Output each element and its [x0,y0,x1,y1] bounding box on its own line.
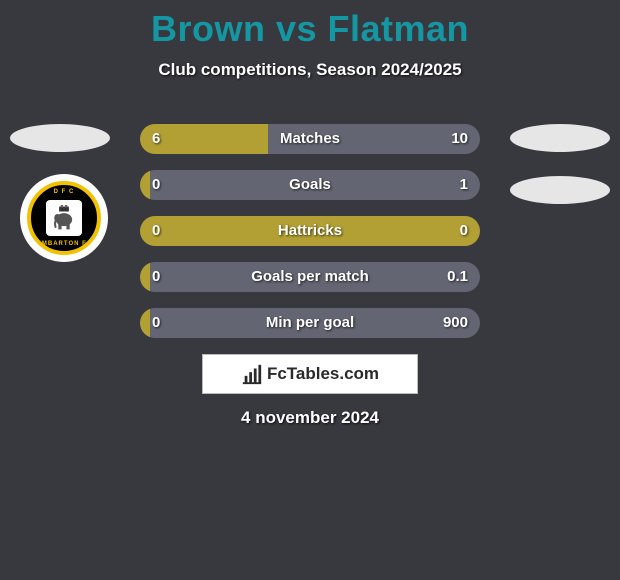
club-badge-inner: D F C DUMBARTON F.C. [27,181,101,255]
source-logo-box: FcTables.com [202,354,418,394]
comparison-card: Brown vs Flatman Club competitions, Seas… [0,0,620,580]
elephant-icon [51,205,77,231]
subtitle: Club competitions, Season 2024/2025 [0,60,620,80]
stat-label: Goals [140,170,480,200]
player-left-placeholder-1 [10,124,110,152]
stat-row: 01Goals [140,170,480,200]
stat-label: Min per goal [140,308,480,338]
stat-row: 00Hattricks [140,216,480,246]
badge-center [46,200,82,236]
bar-chart-icon [241,363,263,385]
date-text: 4 november 2024 [0,408,620,428]
player-right-placeholder-1 [510,124,610,152]
stat-label: Matches [140,124,480,154]
page-title: Brown vs Flatman [0,0,620,50]
badge-bottom-text: DUMBARTON F.C. [31,241,97,247]
badge-top-text: D F C [31,189,97,195]
stat-label: Goals per match [140,262,480,292]
stat-row: 00.1Goals per match [140,262,480,292]
stat-row: 0900Min per goal [140,308,480,338]
stat-row: 610Matches [140,124,480,154]
source-logo-text: FcTables.com [267,364,379,384]
club-badge: D F C DUMBARTON F.C. [20,174,108,262]
stats-rows: 610Matches 01Goals 00Hattricks 00.1Goals pe… [140,124,480,354]
player-right-placeholder-2 [510,176,610,204]
stat-label: Hattricks [140,216,480,246]
